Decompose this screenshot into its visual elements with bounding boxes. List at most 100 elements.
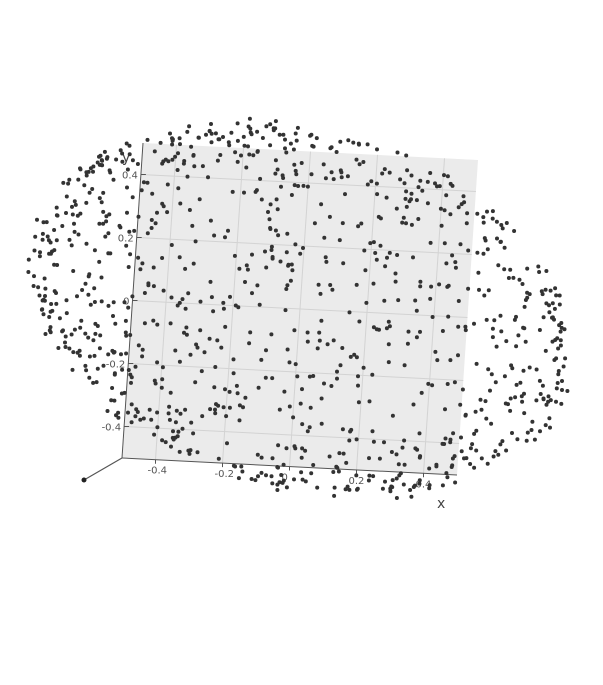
data-point	[461, 194, 466, 199]
data-point	[226, 140, 231, 145]
data-point	[409, 191, 414, 196]
data-point	[285, 347, 290, 352]
data-point	[267, 217, 272, 222]
data-point	[448, 358, 453, 363]
data-point	[160, 438, 165, 443]
data-point	[242, 143, 247, 148]
data-point	[269, 474, 274, 479]
data-point	[87, 375, 92, 380]
data-point	[403, 196, 408, 201]
data-point	[140, 354, 145, 359]
data-point	[409, 197, 413, 202]
data-point	[396, 462, 401, 467]
data-point	[208, 218, 213, 223]
data-point	[343, 192, 347, 197]
data-point	[94, 380, 99, 385]
data-point	[111, 350, 116, 355]
data-point	[331, 177, 336, 182]
data-point	[341, 261, 346, 266]
y-tick-label: -0.2	[106, 360, 126, 371]
data-point	[359, 221, 364, 226]
data-point	[550, 315, 554, 320]
data-point	[445, 382, 450, 386]
data-point	[249, 132, 254, 137]
data-point	[408, 488, 413, 492]
data-point	[241, 134, 246, 139]
data-point	[52, 289, 57, 294]
data-point	[402, 462, 407, 467]
data-point	[287, 360, 292, 365]
data-point	[456, 353, 460, 358]
data-point	[292, 183, 297, 188]
data-point	[493, 449, 498, 454]
data-point	[233, 150, 238, 155]
data-point	[293, 242, 298, 247]
data-point	[195, 450, 200, 455]
x-tick-label: 0.2	[349, 476, 365, 487]
data-point	[538, 392, 543, 396]
data-point	[290, 268, 295, 273]
data-point	[442, 173, 446, 178]
data-point	[427, 466, 432, 471]
data-point	[226, 228, 230, 233]
data-point	[418, 178, 423, 183]
data-point	[345, 174, 350, 179]
data-point	[212, 385, 217, 390]
data-point	[292, 477, 296, 482]
data-point	[243, 280, 247, 284]
data-point	[91, 338, 96, 343]
data-point	[198, 328, 203, 333]
data-point	[224, 414, 229, 419]
data-point	[558, 338, 563, 343]
data-point	[559, 325, 564, 330]
data-point	[281, 478, 286, 483]
data-point	[120, 367, 125, 372]
data-point	[184, 332, 189, 337]
data-point	[541, 315, 546, 320]
data-point	[78, 167, 83, 172]
data-point	[452, 380, 457, 385]
data-point	[506, 402, 510, 407]
data-point	[192, 164, 197, 169]
data-point	[490, 326, 495, 331]
data-point	[490, 216, 495, 221]
data-point	[257, 302, 262, 307]
data-point	[293, 131, 298, 136]
data-point	[328, 146, 333, 151]
data-point	[428, 171, 433, 175]
data-point	[440, 329, 445, 333]
data-point	[292, 162, 297, 167]
data-point	[305, 184, 310, 189]
data-point	[459, 435, 463, 440]
data-point	[112, 398, 117, 403]
data-point	[42, 276, 47, 281]
data-point	[458, 402, 463, 407]
data-point	[67, 177, 72, 182]
data-point	[492, 318, 497, 323]
data-point	[167, 404, 172, 409]
data-point	[323, 176, 328, 181]
data-point	[466, 286, 471, 291]
data-point	[114, 157, 119, 162]
data-point	[429, 284, 434, 289]
data-point	[240, 469, 245, 474]
data-point	[111, 314, 115, 318]
data-point	[341, 451, 346, 456]
data-point	[84, 173, 89, 178]
data-point	[214, 402, 218, 407]
data-point	[300, 422, 305, 427]
data-point	[371, 281, 376, 286]
data-point	[264, 265, 269, 270]
data-point	[104, 156, 109, 161]
data-point	[124, 243, 129, 248]
data-point	[426, 381, 431, 386]
data-point	[133, 364, 138, 369]
data-point	[245, 267, 250, 272]
data-point	[418, 284, 423, 289]
data-point	[384, 326, 389, 331]
data-point	[112, 372, 117, 377]
data-point	[438, 206, 443, 211]
data-point	[460, 387, 465, 392]
data-point	[256, 474, 260, 479]
data-point	[536, 264, 541, 269]
